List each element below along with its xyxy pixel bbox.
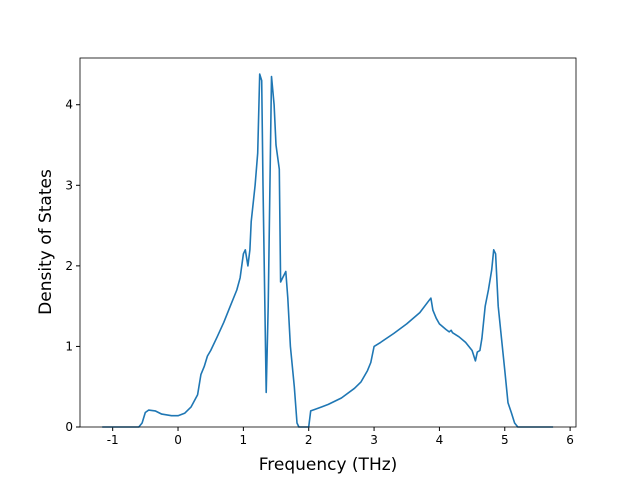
x-tick-label: 1	[240, 433, 248, 447]
y-tick-label: 4	[65, 98, 73, 112]
x-tick-label: 0	[174, 433, 182, 447]
x-tick-label: 4	[436, 433, 444, 447]
line	[102, 73, 554, 428]
y-tick-label: 1	[65, 339, 73, 353]
plot-frame	[79, 57, 577, 428]
x-axis-label: Frequency (THz)	[259, 455, 398, 475]
y-axis-label: Density of States	[36, 169, 56, 315]
y-tick-label: 2	[65, 259, 73, 273]
x-tick-label: 5	[501, 433, 509, 447]
y-tick-label: 0	[65, 420, 73, 434]
x-tick-label: 3	[370, 433, 378, 447]
x-tick-label: 2	[305, 433, 313, 447]
y-tick-label: 3	[65, 178, 73, 192]
x-tick-label: 6	[566, 433, 574, 447]
x-tick-label: -1	[107, 433, 119, 447]
